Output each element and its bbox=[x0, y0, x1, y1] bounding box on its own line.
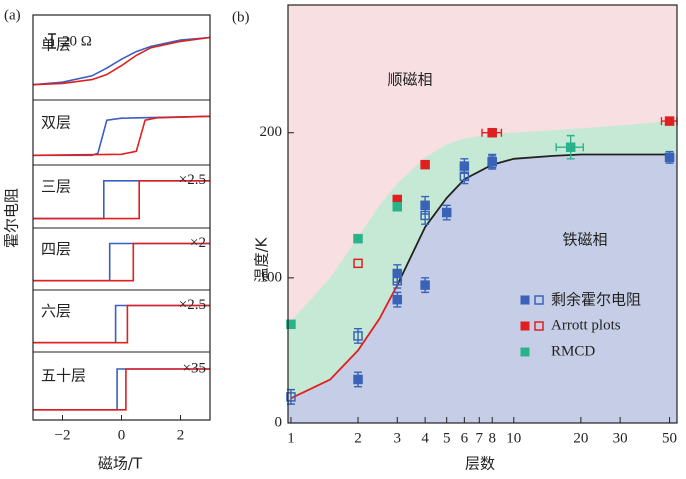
phase-label: 铁磁相 bbox=[562, 231, 607, 249]
x-tick-label: 30 bbox=[613, 430, 628, 446]
x-tick-label: 20 bbox=[573, 430, 588, 446]
loop-curve bbox=[33, 304, 210, 344]
layer-label: 四层 bbox=[41, 240, 71, 258]
x-tick-label: 5 bbox=[443, 430, 451, 446]
phase-boundary bbox=[290, 284, 399, 400]
legend-marker bbox=[534, 295, 544, 305]
data-point bbox=[487, 127, 497, 138]
x-tick-label: 1 bbox=[287, 430, 295, 446]
multiplier: ×2.5 bbox=[179, 297, 206, 313]
x-axis-label: 层数 bbox=[465, 455, 495, 473]
y-tick-label: 0 bbox=[275, 414, 283, 430]
x-tick-label: 3 bbox=[394, 430, 402, 446]
data-point bbox=[353, 258, 363, 269]
data-point bbox=[459, 171, 470, 182]
loop-curve bbox=[33, 180, 210, 220]
y-tick-label: 200 bbox=[260, 124, 283, 140]
legend-label: RMCD bbox=[551, 343, 595, 359]
loop-curve bbox=[32, 36, 211, 86]
loop-curve bbox=[32, 115, 211, 157]
plot-frame bbox=[287, 4, 678, 424]
data-point bbox=[420, 159, 430, 170]
x-tick-label: 50 bbox=[662, 430, 677, 446]
x-tick-label: 8 bbox=[488, 430, 496, 446]
data-point bbox=[441, 207, 452, 218]
data-point bbox=[286, 319, 296, 330]
data-point bbox=[664, 152, 675, 163]
y-axis-label: 温度/K bbox=[253, 236, 271, 282]
multiplier: ×2.5 bbox=[179, 172, 206, 188]
error-bar bbox=[421, 206, 430, 225]
x-axis-label: 磁场/T bbox=[98, 455, 143, 473]
x-tick-label: 2 bbox=[354, 430, 362, 446]
x-tick-label: 0 bbox=[118, 427, 126, 443]
error-bar bbox=[460, 168, 469, 185]
panel-b-label: (b) bbox=[232, 9, 250, 25]
scale-bar-label: 20 Ω bbox=[62, 33, 92, 49]
multiplier: ×2 bbox=[190, 235, 206, 251]
x-tick-label: 4 bbox=[421, 430, 429, 446]
layer-label: 双层 bbox=[41, 113, 71, 131]
x-tick-label: 2 bbox=[177, 427, 185, 443]
legend-marker bbox=[520, 321, 530, 331]
loop-curve bbox=[33, 368, 210, 411]
error-bar bbox=[354, 327, 363, 344]
data-point bbox=[487, 157, 497, 167]
data-point bbox=[392, 201, 403, 212]
data-point bbox=[420, 210, 430, 221]
error-bar bbox=[393, 272, 402, 289]
legend-marker bbox=[520, 347, 530, 357]
data-point bbox=[664, 116, 675, 126]
x-tick-label: 7 bbox=[476, 430, 484, 446]
layer-label: 六层 bbox=[41, 302, 71, 320]
legend-marker bbox=[534, 321, 544, 331]
data-point bbox=[353, 233, 363, 244]
layer-label: 三层 bbox=[41, 178, 71, 196]
phase-region bbox=[288, 154, 677, 424]
layer-label: 五十层 bbox=[41, 366, 86, 384]
data-point bbox=[353, 331, 363, 341]
legend-marker bbox=[520, 295, 530, 305]
phase-label: 顺磁相 bbox=[387, 71, 432, 89]
plot-frame bbox=[32, 14, 211, 421]
data-point bbox=[392, 294, 403, 305]
data-point bbox=[353, 374, 363, 385]
x-tick-label: 10 bbox=[506, 430, 521, 446]
x-tick-label: 6 bbox=[461, 430, 469, 446]
loop-curve bbox=[33, 242, 210, 282]
legend-label: Arrott plots bbox=[551, 317, 621, 333]
legend-label: 剩余霍尔电阻 bbox=[551, 291, 641, 309]
panel-a-label: (a) bbox=[4, 7, 21, 23]
x-tick-label: −2 bbox=[55, 427, 71, 443]
data-point bbox=[392, 276, 403, 286]
data-point bbox=[565, 142, 576, 152]
data-point bbox=[286, 392, 296, 402]
multiplier: ×35 bbox=[183, 360, 206, 376]
y-axis-label: 霍尔电阻 bbox=[3, 188, 21, 248]
y-tick-label: 100 bbox=[260, 269, 283, 285]
loop-curve bbox=[32, 36, 211, 86]
phase-boundary bbox=[396, 153, 670, 286]
data-point bbox=[420, 280, 430, 290]
layer-label: 单层 bbox=[41, 35, 71, 53]
